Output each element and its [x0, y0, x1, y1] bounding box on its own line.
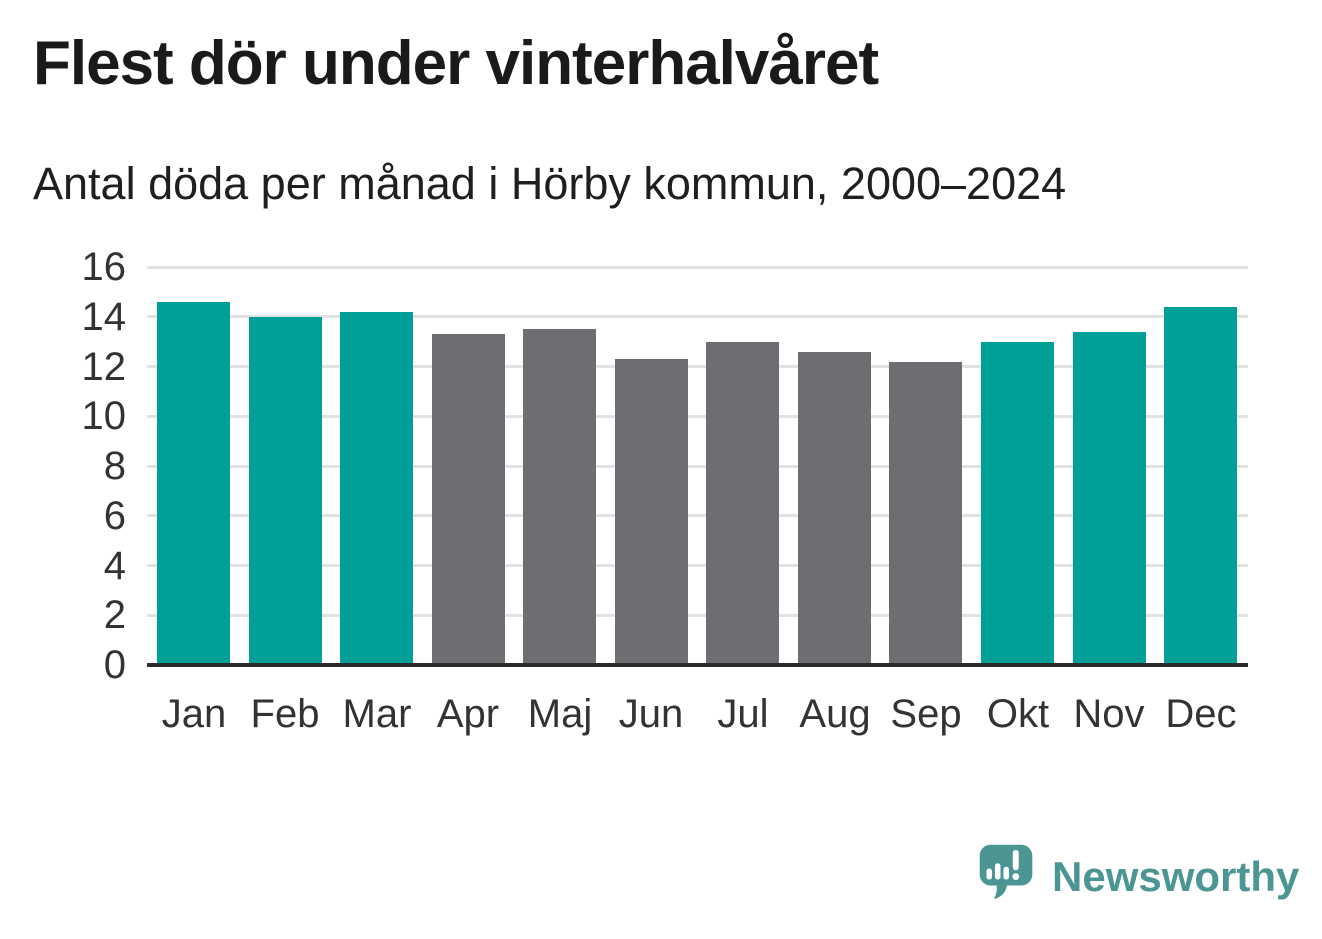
- bar-jul: [706, 342, 779, 665]
- y-tick-label-14: 14: [81, 294, 127, 339]
- y-tick-label-0: 0: [103, 643, 126, 687]
- gridline-y-16: [147, 265, 1248, 269]
- gridline-y-4: [147, 564, 1248, 567]
- gridline-y-6: [147, 514, 1248, 518]
- newsworthy-brand: Newsworthy: [978, 843, 1299, 911]
- chart-subtitle: Antal döda per månad i Hörby kommun, 200…: [33, 158, 1067, 209]
- x-tick-label-jan: Jan: [161, 692, 227, 736]
- x-tick-label-jun: Jun: [618, 692, 684, 736]
- gridline-y-12: [147, 365, 1248, 368]
- newsworthy-brand-text: Newsworthy: [1052, 853, 1300, 900]
- x-tick-label-sep: Sep: [890, 692, 962, 736]
- bar-sep: [889, 362, 962, 665]
- x-tick-label-jul: Jul: [717, 692, 769, 736]
- bar-feb: [249, 317, 322, 665]
- y-tick-label-2: 2: [103, 593, 126, 638]
- gridline-y-10: [147, 414, 1248, 418]
- x-tick-label-aug: Aug: [799, 692, 871, 736]
- x-axis-line: [147, 663, 1248, 667]
- chart-title: Flest dör under vinterhalvåret: [33, 29, 879, 98]
- gridline-y-2: [147, 613, 1248, 617]
- bar-maj: [523, 329, 596, 665]
- x-tick-label-okt: Okt: [986, 692, 1050, 736]
- newsworthy-logo-icon: [978, 843, 1034, 911]
- y-tick-label-6: 6: [103, 493, 126, 538]
- y-tick-label-16: 16: [81, 245, 127, 289]
- x-tick-label-maj: Maj: [527, 692, 593, 736]
- bar-mar: [340, 312, 413, 665]
- x-tick-label-dec: Dec: [1165, 692, 1237, 736]
- bar-jan: [157, 302, 230, 665]
- gridline-y-14: [147, 315, 1248, 319]
- bar-apr: [432, 334, 505, 665]
- y-tick-label-8: 8: [103, 444, 126, 488]
- y-tick-label-10: 10: [81, 394, 127, 439]
- bar-aug: [798, 352, 871, 665]
- bar-jun: [615, 359, 688, 665]
- bar-nov: [1073, 332, 1146, 665]
- y-tick-label-12: 12: [81, 344, 127, 389]
- bar-okt: [981, 342, 1054, 665]
- bar-dec: [1164, 307, 1237, 665]
- x-tick-label-apr: Apr: [436, 692, 500, 736]
- gridline-y-8: [147, 464, 1248, 468]
- x-tick-label-nov: Nov: [1073, 692, 1145, 736]
- x-tick-label-feb: Feb: [250, 692, 320, 736]
- x-tick-label-mar: Mar: [342, 692, 412, 736]
- y-tick-label-4: 4: [103, 543, 126, 588]
